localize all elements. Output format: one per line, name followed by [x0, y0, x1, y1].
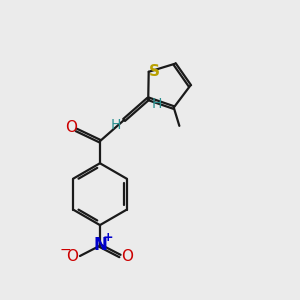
- Text: O: O: [65, 120, 77, 135]
- Text: O: O: [67, 249, 79, 264]
- Text: −: −: [59, 242, 71, 256]
- Text: H: H: [111, 118, 121, 132]
- Text: S: S: [149, 64, 160, 79]
- Text: H: H: [151, 97, 162, 111]
- Text: +: +: [102, 231, 113, 244]
- Text: O: O: [121, 249, 133, 264]
- Text: N: N: [93, 236, 107, 254]
